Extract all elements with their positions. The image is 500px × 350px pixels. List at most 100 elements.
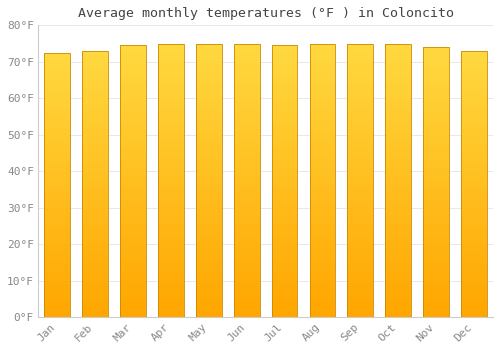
- Bar: [82, 61, 108, 64]
- Bar: [196, 263, 222, 266]
- Bar: [234, 89, 260, 92]
- Bar: [424, 243, 449, 246]
- Bar: [234, 273, 260, 276]
- Bar: [158, 126, 184, 130]
- Bar: [348, 280, 374, 284]
- Bar: [272, 192, 297, 195]
- Bar: [272, 168, 297, 171]
- Bar: [461, 261, 487, 264]
- Bar: [44, 89, 70, 92]
- Bar: [310, 150, 336, 153]
- Bar: [120, 168, 146, 171]
- Bar: [272, 171, 297, 175]
- Bar: [82, 127, 108, 131]
- Bar: [158, 191, 184, 195]
- Bar: [424, 84, 449, 88]
- Bar: [386, 106, 411, 109]
- Bar: [158, 65, 184, 68]
- Bar: [461, 98, 487, 101]
- Bar: [461, 208, 487, 211]
- Bar: [234, 300, 260, 304]
- Bar: [461, 144, 487, 147]
- Bar: [424, 240, 449, 243]
- Bar: [386, 119, 411, 123]
- Bar: [310, 194, 336, 198]
- Bar: [234, 290, 260, 294]
- Bar: [234, 314, 260, 317]
- Bar: [386, 113, 411, 116]
- Bar: [44, 291, 70, 294]
- Bar: [44, 52, 70, 317]
- Bar: [44, 59, 70, 63]
- Bar: [82, 168, 108, 171]
- Bar: [158, 140, 184, 143]
- Bar: [158, 181, 184, 184]
- Bar: [82, 301, 108, 304]
- Bar: [82, 284, 108, 287]
- Bar: [461, 68, 487, 71]
- Bar: [120, 164, 146, 168]
- Bar: [461, 247, 487, 251]
- Bar: [82, 57, 108, 61]
- Bar: [386, 44, 411, 317]
- Bar: [386, 65, 411, 68]
- Bar: [461, 194, 487, 197]
- Bar: [348, 246, 374, 249]
- Bar: [120, 246, 146, 250]
- Bar: [196, 191, 222, 194]
- Bar: [461, 284, 487, 287]
- Bar: [158, 82, 184, 85]
- Bar: [234, 205, 260, 208]
- Bar: [44, 182, 70, 185]
- Bar: [158, 273, 184, 276]
- Bar: [82, 64, 108, 68]
- Bar: [158, 184, 184, 188]
- Bar: [196, 276, 222, 280]
- Bar: [461, 181, 487, 184]
- Bar: [348, 294, 374, 297]
- Bar: [310, 78, 336, 81]
- Bar: [158, 246, 184, 249]
- Bar: [386, 311, 411, 314]
- Bar: [310, 225, 336, 229]
- Bar: [158, 270, 184, 273]
- Bar: [424, 186, 449, 189]
- Bar: [272, 314, 297, 317]
- Bar: [158, 154, 184, 157]
- Bar: [82, 247, 108, 251]
- Bar: [386, 218, 411, 222]
- Bar: [310, 163, 336, 167]
- Bar: [196, 57, 222, 61]
- Bar: [234, 215, 260, 218]
- Bar: [158, 113, 184, 116]
- Bar: [158, 136, 184, 140]
- Bar: [348, 239, 374, 242]
- Bar: [310, 68, 336, 71]
- Bar: [158, 266, 184, 270]
- Bar: [272, 147, 297, 151]
- Bar: [234, 82, 260, 85]
- Bar: [158, 116, 184, 119]
- Bar: [120, 49, 146, 52]
- Bar: [310, 81, 336, 85]
- Bar: [386, 167, 411, 171]
- Bar: [310, 280, 336, 283]
- Bar: [44, 86, 70, 89]
- Bar: [158, 218, 184, 222]
- Bar: [82, 231, 108, 234]
- Bar: [461, 244, 487, 247]
- Bar: [234, 195, 260, 198]
- Bar: [348, 164, 374, 167]
- Bar: [272, 124, 297, 127]
- Bar: [158, 287, 184, 290]
- Bar: [196, 300, 222, 304]
- Bar: [310, 294, 336, 297]
- Bar: [44, 241, 70, 245]
- Bar: [158, 106, 184, 109]
- Bar: [196, 259, 222, 263]
- Bar: [461, 161, 487, 164]
- Bar: [82, 221, 108, 224]
- Bar: [348, 225, 374, 229]
- Bar: [82, 224, 108, 228]
- Bar: [82, 74, 108, 77]
